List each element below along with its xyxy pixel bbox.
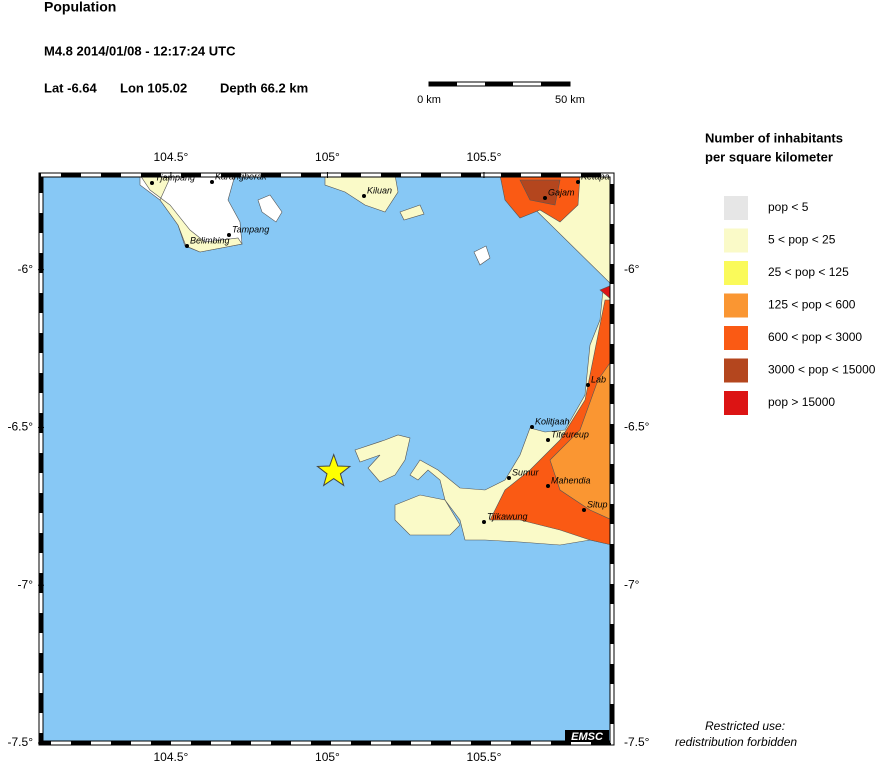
place-dot: [543, 196, 547, 200]
lat: Lat -6.64: [44, 80, 98, 95]
x-tick-label: 105.5°: [467, 750, 502, 764]
place-label: Karangberak: [215, 171, 267, 181]
depth: Depth 66.2 km: [220, 80, 308, 95]
legend-swatch: [724, 293, 748, 318]
place-label: Gajam: [548, 187, 575, 197]
y-tick-label: -7°: [624, 577, 640, 591]
legend-swatch: [724, 358, 748, 383]
badge: EMSC: [571, 731, 604, 743]
place-dot: [576, 180, 580, 184]
sea: [41, 175, 612, 743]
place-dot: [586, 383, 590, 387]
legend-swatch: [724, 391, 748, 415]
event: M4.8 2014/01/08 - 12:17:24 UTC: [44, 43, 236, 58]
place-label: Tampang: [232, 224, 269, 234]
place-label: Situp: [587, 499, 608, 509]
land: [139, 175, 612, 546]
legend-label: 3000 < pop < 15000: [768, 363, 876, 377]
title: Population: [44, 0, 116, 15]
place-dot: [150, 181, 154, 185]
y-tick-label: -6.5°: [8, 420, 34, 434]
legend-label: 125 < pop < 600: [768, 298, 856, 312]
place-dot: [482, 520, 486, 524]
place-label: Kiluan: [367, 185, 392, 195]
y-tick-label: -7.5°: [624, 735, 650, 749]
y-tick-label: -7.5°: [8, 735, 34, 749]
place-dot: [227, 233, 231, 237]
legend-swatch: [724, 228, 748, 253]
x-tick-label: 105°: [315, 150, 340, 164]
place-dot: [210, 180, 214, 184]
legend-title: Number of inhabitants: [705, 130, 843, 145]
y-tick-label: -6.5°: [624, 420, 650, 434]
scale-bar: 0 km 50 km: [417, 81, 585, 106]
y-tick-label: -7°: [18, 577, 34, 591]
place-dot: [582, 508, 586, 512]
y-tick-label: -6°: [18, 262, 34, 276]
x-tick-label: 105.5°: [467, 150, 502, 164]
x-tick-label: 105°: [315, 750, 340, 764]
legend-label: 5 < pop < 25: [768, 233, 836, 247]
place-label: Lab: [591, 374, 606, 384]
scale-start: 0 km: [417, 94, 441, 106]
y-tick-label: -6°: [624, 262, 640, 276]
place-label: Tjampang: [155, 172, 195, 182]
place-dot: [546, 438, 550, 442]
frame-dash: [39, 173, 614, 745]
legend-label: 25 < pop < 125: [768, 265, 849, 279]
legend-title: per square kilometer: [705, 149, 833, 164]
place-label: Mahendia: [551, 475, 591, 485]
place-label: Ketapa: [581, 171, 610, 181]
footer: Restricted use:: [705, 719, 785, 733]
place-label: Kolitjaah: [535, 416, 570, 426]
epicenter: [316, 453, 352, 487]
legend-swatch: [724, 196, 748, 220]
legend-label: 600 < pop < 3000: [768, 330, 862, 344]
place-dot: [530, 425, 534, 429]
place-label: Sumur: [512, 467, 540, 477]
legend-label: pop < 5: [768, 200, 809, 214]
place-label: Belimbing: [190, 235, 230, 245]
place-label: Tjikawung: [487, 511, 528, 521]
lon: Lon 105.02: [120, 80, 187, 95]
footer: redistribution forbidden: [675, 735, 797, 749]
place-dot: [546, 484, 550, 488]
place-label: Titeureup: [551, 429, 589, 439]
legend-swatch: [724, 261, 748, 285]
place-dot: [185, 244, 189, 248]
legend-label: pop > 15000: [768, 395, 835, 409]
legend-swatch: [724, 326, 748, 350]
x-tick-label: 104.5°: [154, 750, 189, 764]
place-dot: [362, 194, 366, 198]
scale-end: 50 km: [555, 94, 585, 106]
badge-bg: [565, 730, 609, 742]
x-tick-label: 104.5°: [154, 150, 189, 164]
place-dot: [507, 476, 511, 480]
